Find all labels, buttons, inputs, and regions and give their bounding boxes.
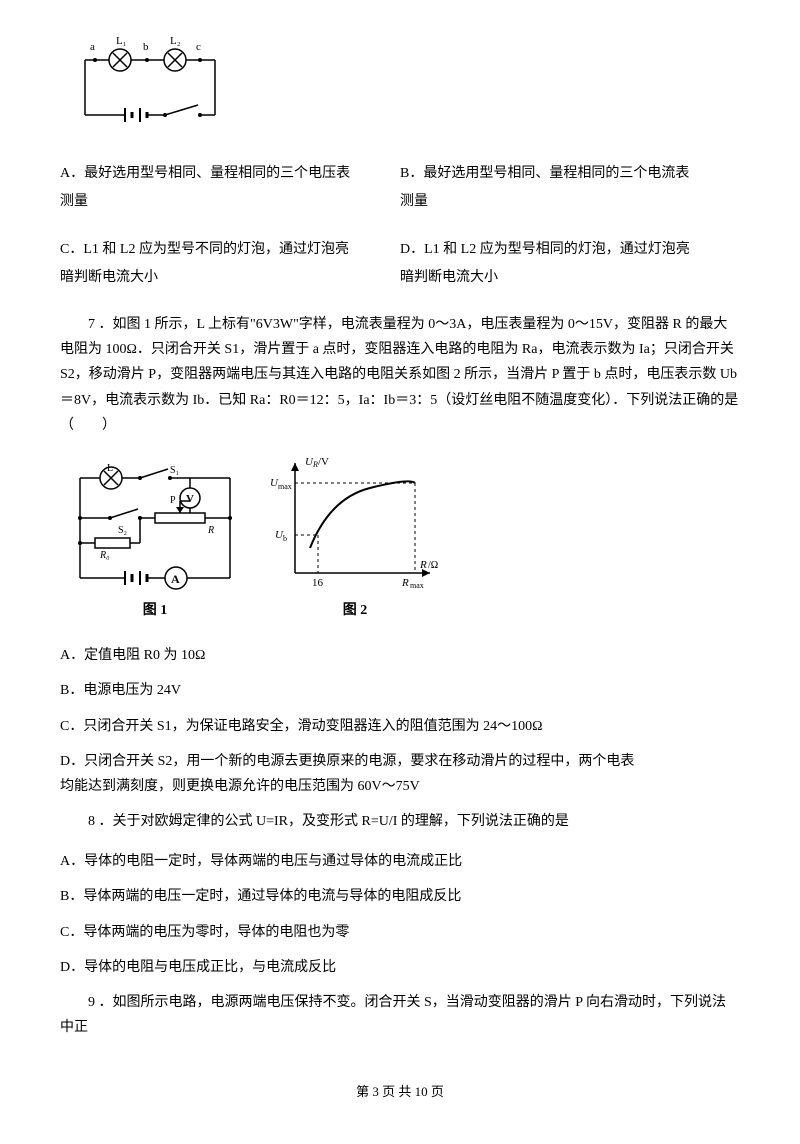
svg-text:/V: /V <box>318 456 329 468</box>
node-a-label: a <box>90 41 95 53</box>
q7-diagram2-caption: 图 2 <box>270 598 440 623</box>
bulb-l2-label: L₂ <box>170 35 181 47</box>
q6-opt-d-line1: D．L1 和 L2 应为型号相同的灯泡，通过灯泡亮 <box>400 242 690 257</box>
q6-opt-c-line1: C．L1 和 L2 应为型号不同的灯泡，通过灯泡亮 <box>60 242 349 257</box>
svg-text:b: b <box>283 534 287 543</box>
svg-text:R: R <box>207 525 214 536</box>
q6-opt-c-line2: 暗判断电流大小 <box>60 270 158 285</box>
svg-text:R₀: R₀ <box>99 550 110 561</box>
q8-option-d: D．导体的电阻与电压成正比，与电流成反比 <box>60 955 740 980</box>
q7-diagram-1: L S₁ V S₂ <box>70 463 240 623</box>
q6-option-b: B．最好选用型号相同、量程相同的三个电流表 测量 <box>400 160 740 216</box>
q7-diagram1-caption: 图 1 <box>70 598 240 623</box>
q6-opt-b-line1: B．最好选用型号相同、量程相同的三个电流表 <box>400 166 689 181</box>
q6-circuit-diagram: a L₁ b L₂ c <box>70 30 740 140</box>
svg-text:/Ω: /Ω <box>428 560 438 571</box>
page-footer: 第 3 页 共 10 页 <box>60 1080 740 1103</box>
q7-text: 7 ．如图 1 所示，L 上标有"6V3W"字样，电流表量程为 0～3A，电压表… <box>60 312 740 438</box>
svg-text:S₂: S₂ <box>118 525 127 536</box>
q8-option-c: C．导体两端的电压为零时，导体的电阻也为零 <box>60 920 740 945</box>
q6-options: A．最好选用型号相同、量程相同的三个电压表 测量 B．最好选用型号相同、量程相同… <box>60 160 740 216</box>
svg-text:R: R <box>401 577 409 589</box>
svg-text:R: R <box>419 559 427 571</box>
q7-diagrams: L S₁ V S₂ <box>70 453 740 623</box>
q8-option-a: A．导体的电阻一定时，导体两端的电压与通过导体的电流成正比 <box>60 849 740 874</box>
svg-text:L: L <box>107 463 113 474</box>
q7-diagram-2: U R /V U max U b 16 R /Ω R max 图 2 <box>270 453 440 623</box>
q7-option-c: C．只闭合开关 S1，为保证电路安全，滑动变阻器连入的阻值范围为 24～100Ω <box>60 714 740 739</box>
q7-option-d: D．只闭合开关 S2，用一个新的电源去更换原来的电源，要求在移动滑片的过程中，两… <box>60 749 740 799</box>
q8-option-b: B．导体两端的电压一定时，通过导体的电流与导体的电阻成反比 <box>60 884 740 909</box>
svg-text:P: P <box>170 495 176 506</box>
node-c-label: c <box>196 41 201 53</box>
q7-opt-d-line1: D．只闭合开关 S2，用一个新的电源去更换原来的电源，要求在移动滑片的过程中，两… <box>60 754 634 769</box>
q6-opt-a-line2: 测量 <box>60 194 88 209</box>
q6-option-a: A．最好选用型号相同、量程相同的三个电压表 测量 <box>60 160 400 216</box>
q6-option-c: C．L1 和 L2 应为型号不同的灯泡，通过灯泡亮 暗判断电流大小 <box>60 236 400 292</box>
q7-opt-d-line2: 均能达到满刻度，则更换电源允许的电压范围为 60V～75V <box>60 779 420 794</box>
q8-text: 8 ．关于对欧姆定律的公式 U=IR，及变形式 R=U/I 的理解，下列说法正确… <box>60 809 740 834</box>
svg-text:S₁: S₁ <box>170 465 179 476</box>
svg-text:max: max <box>410 581 424 590</box>
svg-text:V: V <box>186 493 194 505</box>
q6-options-2: C．L1 和 L2 应为型号不同的灯泡，通过灯泡亮 暗判断电流大小 D．L1 和… <box>60 236 740 292</box>
q7-option-b: B．电源电压为 24V <box>60 678 740 703</box>
q6-opt-a-line1: A．最好选用型号相同、量程相同的三个电压表 <box>60 166 350 181</box>
svg-text:16: 16 <box>312 577 324 589</box>
svg-text:A: A <box>171 572 180 586</box>
q6-opt-d-line2: 暗判断电流大小 <box>400 270 498 285</box>
q9-text: 9 ．如图所示电路，电源两端电压保持不变。闭合开关 S，当滑动变阻器的滑片 P … <box>60 990 740 1040</box>
q6-option-d: D．L1 和 L2 应为型号相同的灯泡，通过灯泡亮 暗判断电流大小 <box>400 236 740 292</box>
svg-text:max: max <box>278 482 292 491</box>
bulb-l1-label: L₁ <box>116 35 127 47</box>
q7-option-a: A．定值电阻 R0 为 10Ω <box>60 643 740 668</box>
node-b-label: b <box>143 41 149 53</box>
q6-opt-b-line2: 测量 <box>400 194 428 209</box>
